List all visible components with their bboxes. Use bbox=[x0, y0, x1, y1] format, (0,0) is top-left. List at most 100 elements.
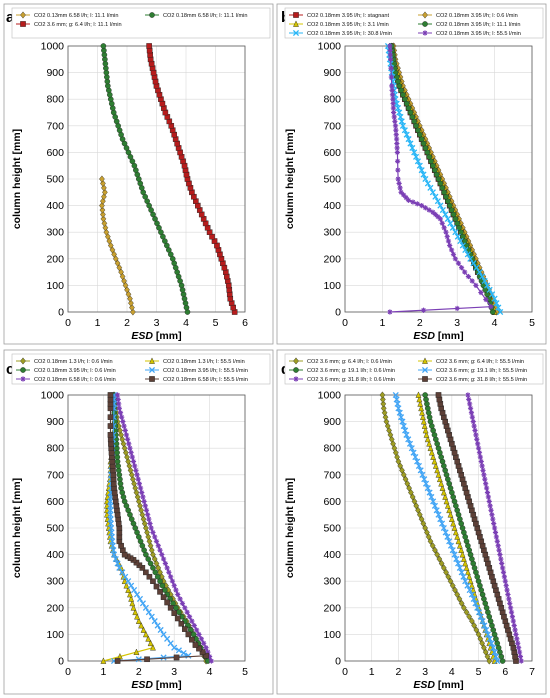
y-tick-label: 200 bbox=[323, 602, 341, 614]
x-tick-label: 1 bbox=[369, 666, 375, 678]
data-point bbox=[389, 87, 395, 93]
data-point bbox=[101, 184, 107, 192]
data-point bbox=[426, 207, 432, 213]
data-point bbox=[159, 552, 165, 558]
legend: CO2 0.13mm 6.58 l/h; l: 11.1 l/min CO2 0.… bbox=[11, 7, 271, 39]
data-point bbox=[128, 582, 135, 589]
data-point bbox=[134, 472, 140, 478]
data-point bbox=[393, 396, 400, 403]
legend-marker bbox=[293, 12, 299, 18]
series-3 bbox=[146, 43, 238, 315]
chart-panel-a: a CO2 0.13mm 6.58 l/h; l: 11.1 l/min CO2 0… bbox=[3, 3, 274, 345]
data-point bbox=[507, 600, 513, 606]
data-point bbox=[445, 573, 452, 581]
data-point bbox=[465, 273, 472, 280]
y-tick-label: 700 bbox=[46, 120, 64, 132]
data-point bbox=[137, 485, 144, 491]
data-point bbox=[393, 132, 399, 138]
data-point bbox=[482, 476, 488, 482]
data-point bbox=[151, 618, 158, 625]
legend-label: CO2 0.18mm 3.95 l/h; l: 55.5 l/min bbox=[163, 368, 248, 374]
y-tick-label: 300 bbox=[323, 576, 341, 588]
y-tick-label: 800 bbox=[46, 443, 64, 455]
data-point bbox=[470, 419, 476, 425]
data-point bbox=[489, 291, 496, 298]
data-point bbox=[439, 220, 445, 226]
data-point bbox=[422, 205, 429, 211]
series-2 bbox=[100, 43, 191, 315]
x-axis-title-symbol: ESD bbox=[131, 330, 153, 342]
y-tick-label: 1000 bbox=[318, 41, 342, 53]
legend-marker bbox=[422, 21, 428, 27]
data-point bbox=[122, 427, 128, 434]
data-point bbox=[461, 604, 467, 612]
data-point bbox=[438, 559, 445, 567]
data-point bbox=[150, 578, 156, 584]
data-point bbox=[189, 618, 195, 624]
data-point bbox=[127, 295, 133, 303]
data-point bbox=[380, 404, 387, 412]
data-point bbox=[464, 582, 471, 589]
data-point bbox=[146, 537, 153, 545]
y-tick-label: 400 bbox=[323, 200, 341, 212]
data-point bbox=[434, 198, 441, 205]
data-point bbox=[412, 454, 419, 461]
data-point bbox=[415, 391, 422, 398]
data-point bbox=[456, 595, 463, 603]
data-point bbox=[476, 269, 483, 276]
data-point bbox=[511, 622, 517, 629]
data-point bbox=[475, 630, 482, 638]
data-point bbox=[104, 497, 110, 505]
data-point bbox=[475, 609, 483, 616]
legend-marker bbox=[422, 30, 428, 36]
data-point bbox=[484, 489, 491, 496]
data-point bbox=[395, 167, 401, 173]
data-point bbox=[443, 497, 450, 505]
data-point bbox=[455, 260, 462, 266]
y-tick-label: 100 bbox=[323, 280, 341, 292]
data-point bbox=[442, 529, 449, 536]
data-point bbox=[454, 533, 461, 540]
data-point bbox=[398, 189, 404, 195]
data-point bbox=[487, 503, 493, 509]
data-point bbox=[450, 251, 457, 257]
data-point bbox=[139, 600, 146, 607]
data-point bbox=[128, 450, 134, 456]
data-point bbox=[150, 565, 156, 571]
data-point bbox=[418, 404, 425, 412]
data-point bbox=[147, 639, 154, 647]
legend-marker bbox=[149, 12, 155, 18]
x-axis-title-unit: [mm] bbox=[435, 330, 464, 342]
data-point bbox=[126, 441, 132, 447]
data-point bbox=[460, 555, 467, 562]
data-point bbox=[387, 47, 393, 54]
data-point bbox=[146, 43, 152, 49]
legend-label: CO2 0.18mm 3.95 l/h; l: 0.6 l/min bbox=[436, 13, 518, 19]
data-point bbox=[397, 185, 403, 191]
data-point bbox=[420, 418, 427, 425]
data-point bbox=[472, 600, 479, 607]
y-tick-label: 0 bbox=[58, 656, 64, 668]
legend-label: CO2 0.18mm 3.95 l/h; l: 0.6 l/min bbox=[34, 368, 116, 374]
data-point bbox=[473, 264, 480, 271]
data-point bbox=[450, 519, 457, 527]
data-point bbox=[107, 432, 114, 438]
data-point bbox=[143, 507, 150, 513]
data-point bbox=[468, 591, 475, 598]
data-point bbox=[173, 605, 179, 611]
x-tick-label: 5 bbox=[529, 317, 535, 329]
data-point bbox=[463, 564, 470, 571]
data-point bbox=[497, 308, 504, 316]
y-tick-label: 100 bbox=[46, 629, 64, 641]
data-point bbox=[395, 158, 401, 164]
data-point bbox=[464, 251, 471, 258]
data-point bbox=[437, 216, 443, 222]
plot-area-border bbox=[344, 45, 533, 313]
data-point bbox=[114, 658, 121, 664]
data-point bbox=[400, 422, 407, 430]
data-point bbox=[458, 599, 465, 607]
data-point bbox=[100, 657, 107, 664]
legend-label: CO2 3.6 mm; g: 19.1 l/h; l: 55.5 l/min bbox=[436, 368, 527, 374]
x-tick-label: 3 bbox=[454, 317, 460, 329]
legend-marker bbox=[293, 20, 299, 27]
